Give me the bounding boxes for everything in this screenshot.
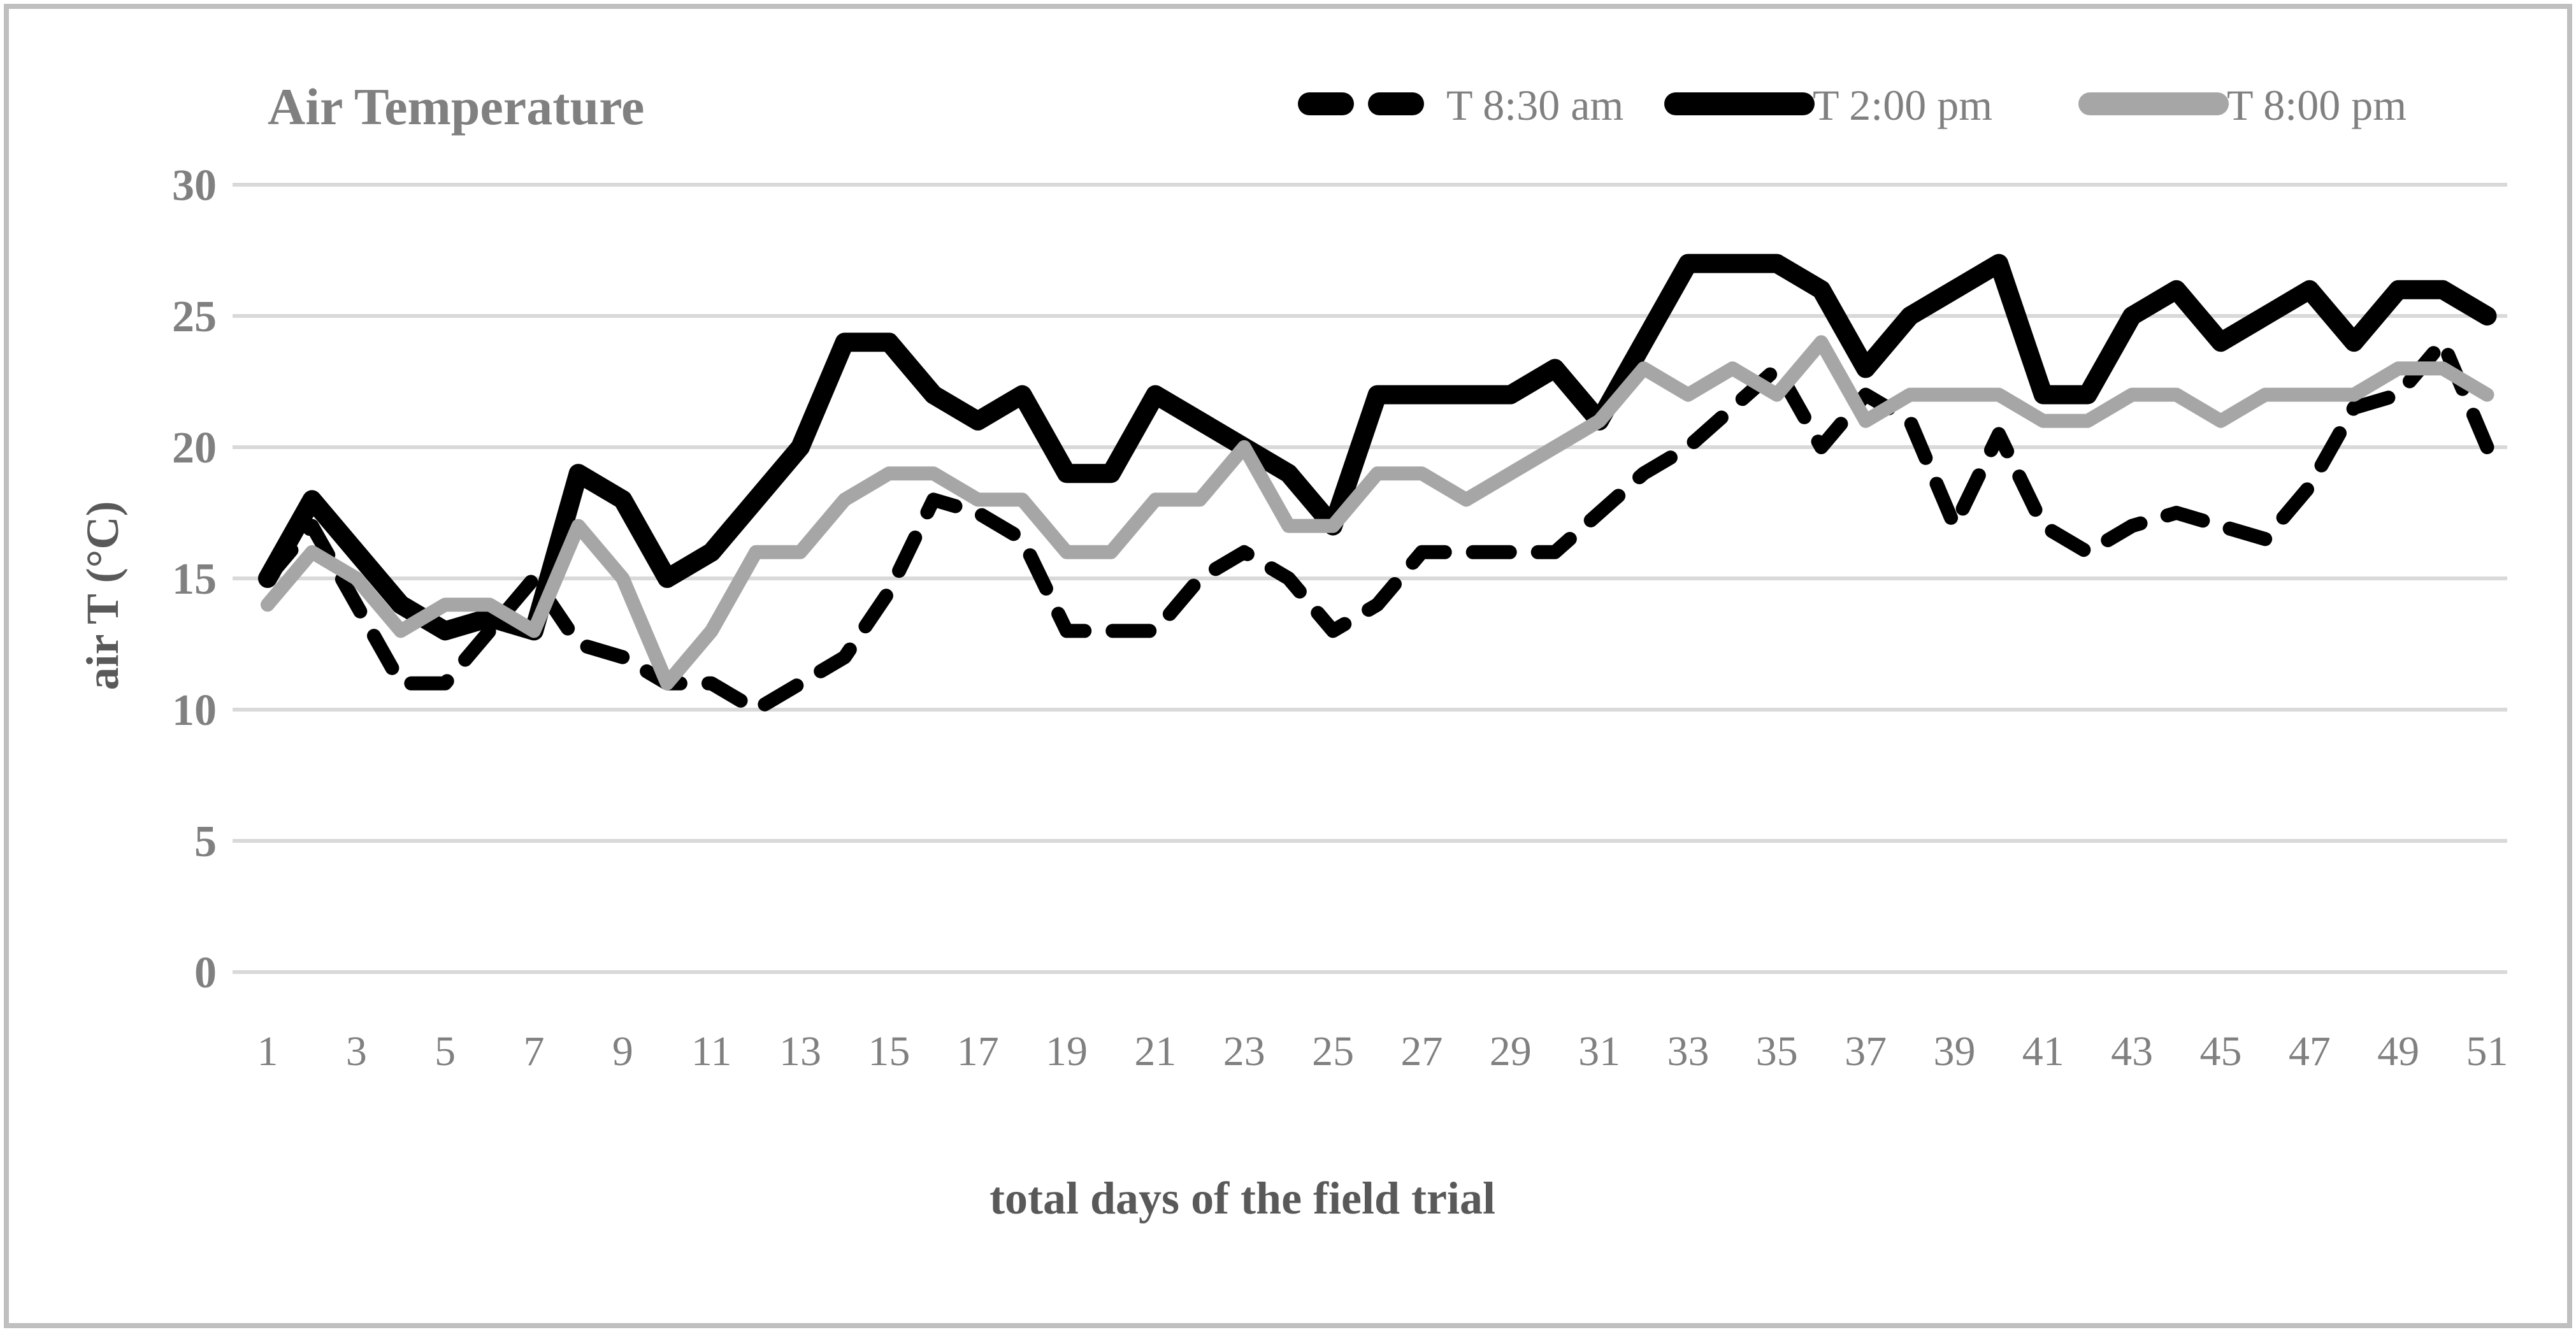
series-line-t-8:00-pm [261, 335, 2494, 691]
x-tick-label-33: 33 [1667, 1028, 1709, 1075]
x-tick-label-29: 29 [1490, 1028, 1532, 1075]
legend-item-3: T 8:00 pm [2078, 81, 2407, 129]
x-tick-label-51: 51 [2466, 1028, 2508, 1075]
legend-label: T 2:00 pm [1813, 81, 1992, 129]
legend: T 8:30 am T 2:00 pm T 8:00 pm [1298, 81, 2407, 129]
x-tick-label-13: 13 [779, 1028, 821, 1075]
legend-item-1: T 8:30 am [1298, 81, 1623, 129]
data-series-lines [258, 254, 2497, 717]
x-tick-label-35: 35 [1756, 1028, 1798, 1075]
x-tick-label-21: 21 [1134, 1028, 1176, 1075]
x-tick-label-27: 27 [1400, 1028, 1443, 1075]
x-tick-label-41: 41 [2022, 1028, 2064, 1075]
y-tick-label-20: 20 [172, 424, 217, 473]
x-tick-label-1: 1 [257, 1028, 278, 1075]
x-tick-label-31: 31 [1578, 1028, 1620, 1075]
chart-title: Air Temperature [268, 78, 644, 136]
y-axis-tick-labels: 30 25 20 15 10 5 0 [172, 161, 217, 998]
x-tick-label-7: 7 [524, 1028, 545, 1075]
x-tick-label-43: 43 [2111, 1028, 2153, 1075]
x-tick-label-23: 23 [1223, 1028, 1265, 1075]
x-tick-label-25: 25 [1312, 1028, 1354, 1075]
x-tick-label-15: 15 [868, 1028, 910, 1075]
x-tick-label-47: 47 [2289, 1028, 2331, 1075]
y-tick-label-5: 5 [194, 817, 217, 866]
x-tick-label-9: 9 [612, 1028, 633, 1075]
x-tick-label-39: 39 [1933, 1028, 1975, 1075]
chart-frame [4, 4, 2572, 1328]
x-tick-label-45: 45 [2199, 1028, 2241, 1075]
x-axis-title: total days of the field trial [989, 1173, 1495, 1224]
y-axis-title: air T (°C) [77, 501, 128, 691]
x-tick-label-49: 49 [2377, 1028, 2419, 1075]
series-line-t-8:30-am [261, 335, 2494, 717]
y-tick-label-0: 0 [194, 949, 217, 998]
y-tick-label-10: 10 [172, 686, 217, 735]
y-tick-label-25: 25 [172, 292, 217, 341]
x-tick-label-17: 17 [957, 1028, 999, 1075]
x-axis-tick-labels: 1 3 5 7 9 11 13 15 17 19 21 23 25 27 29 31 33 35 37 39 41 43 4… [257, 1028, 2508, 1075]
legend-item-2: T 2:00 pm [1664, 81, 1992, 129]
x-tick-label-5: 5 [435, 1028, 456, 1075]
x-tick-label-11: 11 [691, 1028, 732, 1075]
x-tick-label-19: 19 [1046, 1028, 1088, 1075]
legend-label: T 8:30 am [1446, 81, 1623, 129]
y-tick-label-30: 30 [172, 161, 217, 210]
legend-label: T 8:00 pm [2227, 81, 2407, 129]
x-tick-label-37: 37 [1845, 1028, 1887, 1075]
series-line-t-2:00-pm [258, 254, 2497, 641]
y-tick-label-15: 15 [172, 555, 217, 604]
x-tick-label-3: 3 [346, 1028, 367, 1075]
